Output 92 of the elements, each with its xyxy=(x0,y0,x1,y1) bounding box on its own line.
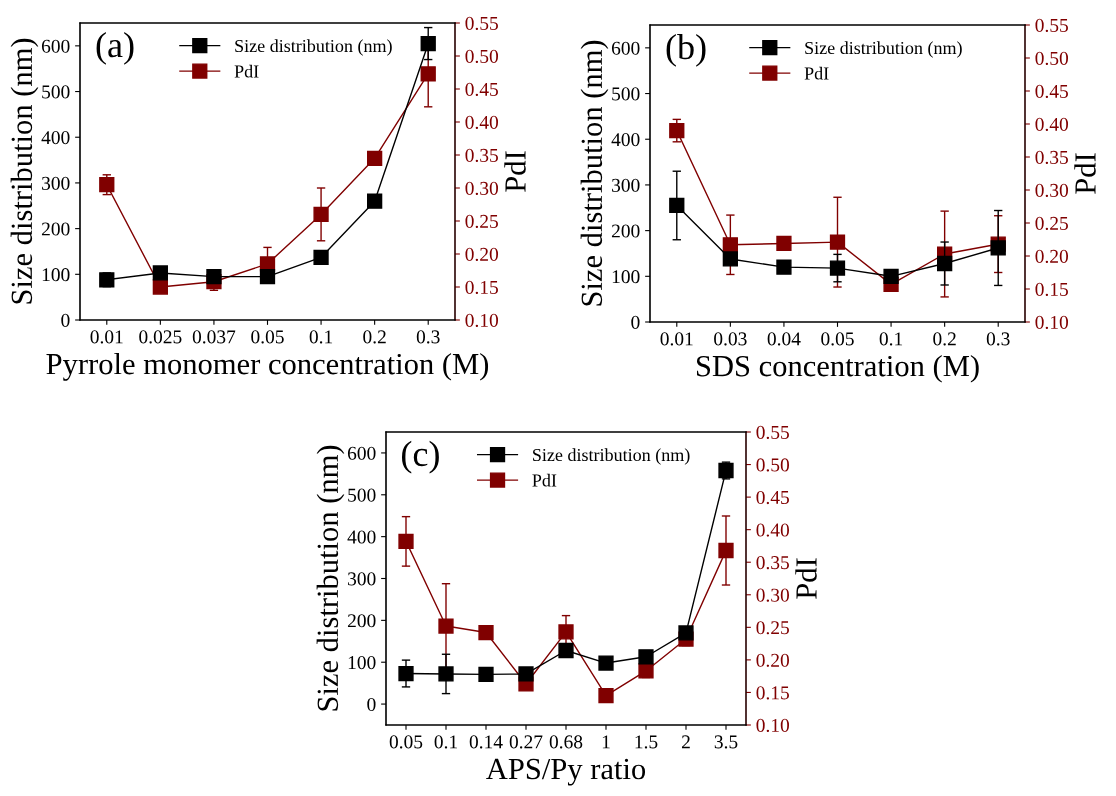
y2-tick-label: 0.50 xyxy=(1035,51,1069,66)
y2-tick-label: 0.15 xyxy=(465,280,498,295)
y2-tick-label: 0.25 xyxy=(1035,216,1068,231)
x-tick-label: 1.5 xyxy=(635,735,658,749)
y-tick-label: 0 xyxy=(61,313,70,327)
y2-tick-label: 0.10 xyxy=(756,718,790,733)
y-tick-label: 300 xyxy=(348,572,376,586)
y-tick-label: 300 xyxy=(42,176,70,190)
y-tick-label: 100 xyxy=(612,270,640,284)
y2-tick-label: 0.35 xyxy=(1035,150,1068,165)
x-tick-label: 0.025 xyxy=(139,330,182,344)
y-tick-label: 100 xyxy=(348,656,376,670)
y2-tick-label: 0.25 xyxy=(465,214,498,229)
y-tick-label: 200 xyxy=(611,224,640,238)
x-tick-label: 0.05 xyxy=(251,330,284,344)
legend-label: PdI xyxy=(804,66,829,80)
y-tick-label: 500 xyxy=(348,488,376,502)
y-axis-title: Size distribution (nm) xyxy=(580,40,609,306)
y2-tick-label: 0.40 xyxy=(756,523,790,537)
y2-tick-label: 0.10 xyxy=(1035,315,1069,330)
y-tick-label: 200 xyxy=(347,614,376,628)
y2-axis-title: PdI xyxy=(1074,153,1096,194)
y-tick-label: 500 xyxy=(42,85,70,99)
annotation: (a) xyxy=(96,31,134,65)
x-tick-label: 0.3 xyxy=(416,330,440,344)
y-tick-label: 600 xyxy=(41,39,70,53)
y-axis-title: Size distribution (nm) xyxy=(316,445,345,711)
y2-tick-label: 0.20 xyxy=(756,653,790,667)
x-tick-label: 0.68 xyxy=(549,735,583,749)
legend-label: PdI xyxy=(234,64,259,78)
y-tick-label: 0 xyxy=(367,697,376,712)
x-tick-label: 0.05 xyxy=(389,735,423,749)
y2-tick-label: 0.45 xyxy=(756,490,789,505)
y-tick-label: 500 xyxy=(612,87,640,101)
x-tick-label: 0.04 xyxy=(767,332,801,346)
x-tick-label: 0.3 xyxy=(986,332,1010,346)
x-tick-label: 0.1 xyxy=(434,735,457,749)
y-tick-label: 400 xyxy=(41,131,70,145)
y2-tick-label: 0.15 xyxy=(756,686,789,700)
y2-tick-label: 0.35 xyxy=(756,556,789,570)
x-tick-label: 0.14 xyxy=(469,735,503,749)
x-tick-label: 0.1 xyxy=(879,332,903,346)
y2-tick-label: 0.25 xyxy=(756,621,789,635)
x-tick-label: 0.2 xyxy=(933,332,956,346)
y-tick-label: 600 xyxy=(347,446,376,460)
x-tick-label: 0.01 xyxy=(90,330,123,344)
y2-tick-label: 0.55 xyxy=(756,425,789,440)
y-tick-label: 600 xyxy=(611,41,640,55)
x-tick-label: 0.01 xyxy=(660,332,693,346)
legend-label: Size distribution (nm) xyxy=(805,41,962,58)
x-tick-label: 1 xyxy=(602,735,610,749)
y2-tick-label: 0.45 xyxy=(1035,84,1068,99)
x-tick-label: 0.2 xyxy=(363,330,386,344)
y2-tick-label: 0.15 xyxy=(1035,282,1068,297)
y2-tick-label: 0.30 xyxy=(465,181,499,196)
y2-tick-label: 0.40 xyxy=(1035,117,1069,132)
y2-tick-label: 0.45 xyxy=(465,82,498,97)
x-axis-title: SDS concentration (M) xyxy=(696,354,979,383)
y2-tick-label: 0.55 xyxy=(465,16,498,31)
y2-tick-label: 0.10 xyxy=(465,313,499,328)
y2-tick-label: 0.20 xyxy=(465,247,499,262)
annotation: (b) xyxy=(666,33,706,67)
y-tick-label: 400 xyxy=(611,133,640,147)
y2-tick-label: 0.30 xyxy=(1035,183,1069,198)
y2-tick-label: 0.40 xyxy=(465,115,499,130)
x-tick-label: 0.1 xyxy=(309,330,333,344)
x-tick-label: 3.5 xyxy=(714,735,738,749)
x-axis-title: Pyrrole monomer concentration (M) xyxy=(46,352,489,381)
x-tick-label: 0.03 xyxy=(714,332,747,346)
x-tick-label: 2 xyxy=(681,735,690,749)
y-tick-label: 200 xyxy=(41,222,70,236)
y-axis-title: Size distribution (nm) xyxy=(10,38,39,304)
legend-label: PdI xyxy=(532,473,557,487)
y2-tick-label: 0.50 xyxy=(465,49,499,64)
y2-tick-label: 0.20 xyxy=(1035,249,1069,264)
y2-tick-label: 0.30 xyxy=(756,588,790,602)
y2-tick-label: 0.50 xyxy=(756,458,790,472)
y-tick-label: 400 xyxy=(347,530,376,544)
y-tick-label: 0 xyxy=(631,315,640,329)
y-tick-label: 300 xyxy=(612,178,640,192)
y2-axis-title: PdI xyxy=(795,558,817,599)
x-tick-label: 0.27 xyxy=(509,735,543,749)
x-tick-label: 0.037 xyxy=(192,330,236,344)
annotation: (c) xyxy=(401,440,439,474)
legend-label: Size distribution (nm) xyxy=(533,448,690,465)
y-tick-label: 100 xyxy=(42,268,70,282)
y2-axis-title: PdI xyxy=(504,151,526,192)
legend-label: Size distribution (nm) xyxy=(235,39,392,56)
x-axis-title: APS/Py ratio xyxy=(486,758,646,786)
y2-tick-label: 0.35 xyxy=(465,148,498,163)
y2-tick-label: 0.55 xyxy=(1035,18,1068,33)
x-tick-label: 0.05 xyxy=(821,332,854,346)
